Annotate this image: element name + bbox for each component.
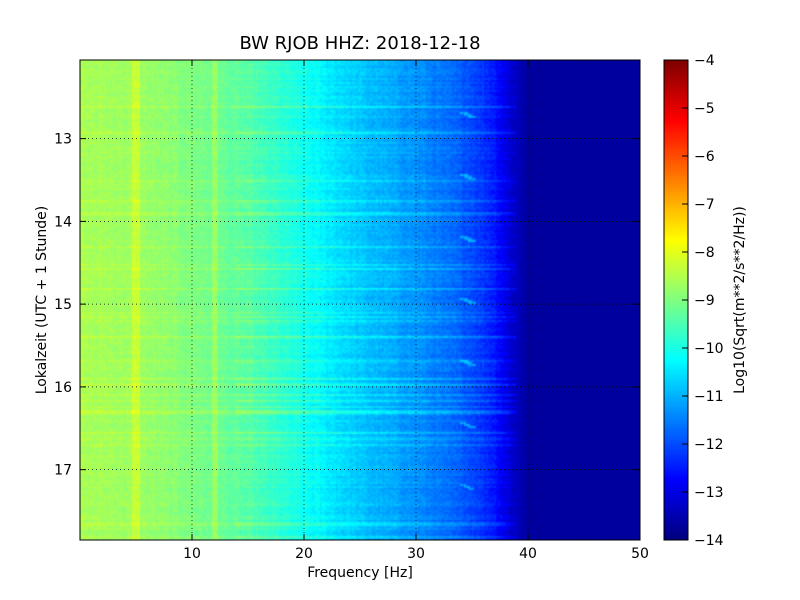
colorbar-tick-label: −4 [694,53,715,69]
y-tick-label: 14 [54,214,72,230]
y-tick-label: 15 [54,297,72,313]
x-tick-label: 30 [407,546,425,562]
x-axis-ticks: 10 20 30 40 50 [183,60,649,562]
colorbar-tick-label: −11 [694,389,724,405]
colorbar-ticks: −4 −5 −6 −7 −8 −9 −10 −11 −12 −13 −14 [682,53,724,549]
plot-frame [79,59,641,541]
x-tick-label: 10 [183,546,201,562]
y-axis-label: Lokalzeit (UTC + 1 Stunde) [34,206,50,395]
x-tick-label: 50 [631,546,649,562]
y-tick-label: 13 [54,132,72,148]
y-tick-label: 16 [54,380,72,396]
colorbar-tick-label: −14 [694,533,724,549]
colorbar-label: Log10(Sqrt(m**2/s**2/Hz)) [732,206,748,394]
colorbar-tick-label: −12 [694,437,724,453]
colorbar-tick-label: −7 [694,197,715,213]
colorbar-tick-label: −8 [694,245,715,261]
colorbar-tick-label: −5 [694,101,715,117]
colorbar-tick-label: −13 [694,485,724,501]
colorbar-tick-label: −6 [694,149,715,165]
x-tick-label: 40 [519,546,537,562]
colorbar-tick-label: −10 [694,341,724,357]
y-axis-ticks: 13 14 15 16 17 [54,132,640,479]
chart-title: BW RJOB HHZ: 2018-12-18 [239,33,480,54]
colorbar-tick-label: −9 [694,293,715,309]
x-tick-label: 20 [295,546,313,562]
x-axis-label: Frequency [Hz] [307,565,413,581]
grid-lines [80,60,640,540]
spectrogram-image [80,60,640,540]
y-tick-label: 17 [54,463,72,479]
